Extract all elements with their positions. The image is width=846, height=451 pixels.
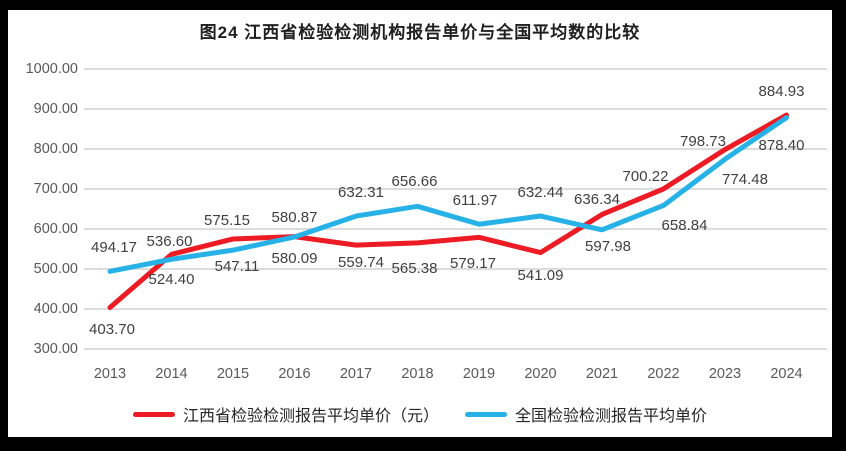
data-label: 575.15	[204, 211, 250, 229]
y-axis-tick-label: 900.00	[33, 101, 78, 117]
chart-panel: 图24 江西省检验检测机构报告单价与全国平均数的比较 1000.00 900.00…	[8, 10, 832, 437]
x-axis-tick-label: 2021	[585, 366, 619, 382]
data-label: 541.09	[517, 266, 564, 284]
x-axis-tick-label: 2020	[524, 366, 557, 382]
data-label: 636.34	[574, 191, 620, 209]
series-line-national	[107, 115, 789, 274]
x-axis-tick-label: 2018	[401, 366, 434, 382]
x-axis-tick-label: 2015	[216, 366, 250, 382]
x-axis-tick-label: 2016	[278, 366, 311, 382]
x-axis-tick-label: 2014	[155, 366, 188, 382]
legend-line-swatch	[132, 411, 175, 417]
data-label: 884.93	[758, 83, 805, 101]
data-label: 632.44	[517, 184, 564, 202]
legend-line-swatch	[465, 411, 507, 417]
x-axis-tick-label: 2017	[339, 366, 373, 382]
y-axis-tick-label: 1000.00	[25, 61, 78, 77]
data-label: 700.22	[622, 167, 669, 185]
data-label: 580.87	[271, 208, 318, 226]
x-axis-tick-label: 2024	[770, 366, 803, 382]
legend-item-national: 全国检验检测报告平均单价	[465, 402, 707, 426]
data-label: 878.40	[758, 136, 805, 154]
y-axis-tick-label: 500.00	[33, 261, 78, 277]
y-axis-tick-label: 600.00	[33, 221, 78, 237]
data-label: 403.70	[89, 320, 135, 338]
data-label: 774.48	[722, 171, 768, 189]
x-axis-tick-label: 2022	[647, 366, 680, 382]
data-label: 580.09	[271, 249, 318, 267]
data-label: 798.73	[680, 132, 726, 150]
data-label: 565.38	[391, 259, 438, 277]
data-label: 658.84	[661, 217, 708, 235]
line-chart-plot	[84, 68, 827, 350]
data-label: 524.40	[148, 271, 195, 289]
chart-legend: 江西省检验检测报告平均单价（元） 全国检验检测报告平均单价	[8, 402, 832, 426]
series-line-jiangxi	[107, 112, 789, 311]
data-label: 656.66	[391, 173, 438, 191]
data-label: 597.98	[585, 237, 631, 255]
y-axis-tick-label: 700.00	[33, 181, 78, 197]
data-label: 611.97	[452, 192, 498, 210]
data-label: 632.31	[338, 184, 384, 202]
data-label: 559.74	[338, 254, 384, 272]
x-axis-tick-label: 2013	[93, 366, 127, 382]
y-axis-tick-label: 400.00	[33, 301, 78, 317]
legend-item-jiangxi: 江西省检验检测报告平均单价（元）	[132, 402, 439, 426]
y-axis-tick-label: 300.00	[33, 341, 78, 357]
legend-label: 江西省检验检测报告平均单价（元）	[182, 408, 439, 425]
x-axis-tick-label: 2023	[708, 366, 742, 382]
x-axis-tick-label: 2019	[462, 366, 496, 382]
data-label: 536.60	[146, 233, 193, 251]
y-axis-tick-label: 800.00	[33, 141, 78, 157]
data-label: 494.17	[91, 239, 137, 257]
legend-label: 全国检验检测报告平均单价	[515, 408, 708, 425]
data-label: 579.17	[450, 255, 496, 273]
chart-title: 图24 江西省检验检测机构报告单价与全国平均数的比较	[199, 23, 641, 42]
data-label: 547.11	[214, 258, 260, 276]
